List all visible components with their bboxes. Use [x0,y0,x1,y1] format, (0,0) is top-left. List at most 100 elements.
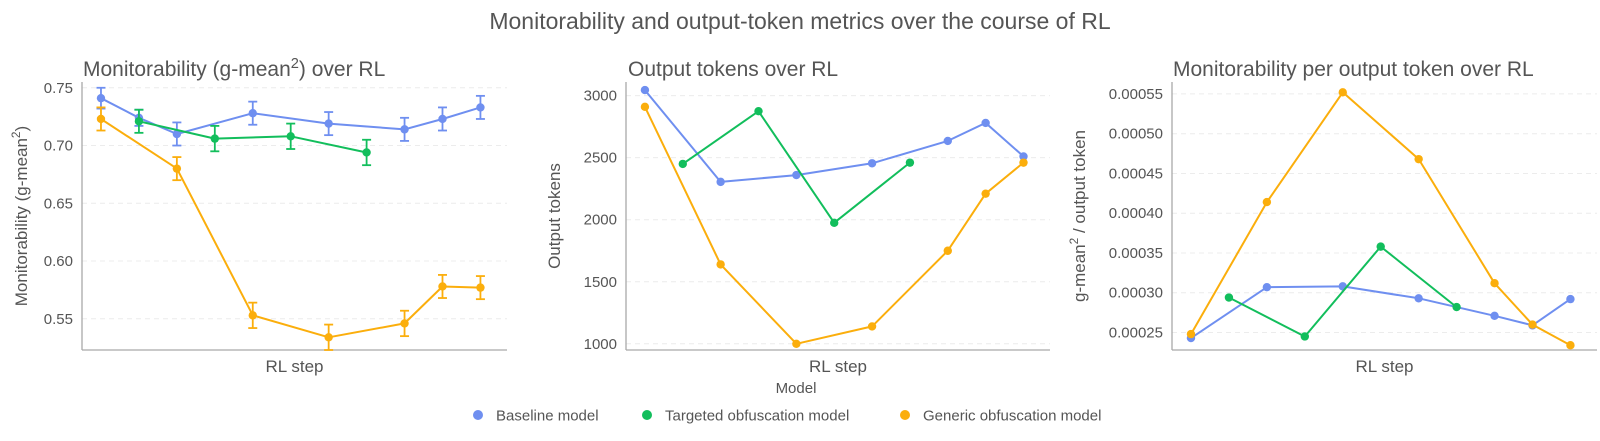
chart-panel-1: 0.55 0.60 0.65 0.70 0.75 Monitorability (g-me… [9,56,507,376]
y-tick-label: 0.00035 [1109,245,1163,262]
data-point-baseline [792,170,801,180]
data-point-targeted [1376,242,1385,251]
legend-marker-generic [900,410,910,420]
y-tick-label: 0.00050 [1109,126,1163,143]
data-point-baseline [1566,294,1575,304]
data-point-generic [792,339,801,348]
legend-title: Model [776,380,817,397]
series-line-baseline [100,97,481,135]
y-tick-label: 3000 [584,88,617,105]
legend-entry-baseline: Baseline model [473,408,599,425]
data-point-baseline [943,136,952,146]
data-point-targeted [754,106,763,116]
data-point-generic [400,319,409,328]
data-point-baseline [1019,152,1028,161]
y-tick-label: 0.00055 [1109,86,1163,103]
data-point-generic [1338,88,1347,97]
legend-entry-generic: Generic obfuscation model [900,408,1101,425]
data-point-targeted [1224,293,1234,302]
data-point-targeted [134,117,144,126]
series-line-baseline [1190,285,1571,339]
data-point-generic [943,246,952,255]
x-axis-label: RL step [266,357,324,376]
series-generic [640,102,1028,348]
y-tick-label: 0.00030 [1109,285,1163,302]
y-tick-label: 0.65 [44,195,73,212]
chart-title: Output tokens over RL [628,58,838,81]
series-line-generic [100,118,481,339]
data-point-baseline [1262,282,1272,292]
data-point-baseline [96,93,106,103]
data-point-baseline [1414,294,1423,303]
data-point-baseline [640,85,650,95]
data-point-generic [172,164,182,173]
data-point-generic [438,282,447,291]
data-point-generic [1414,154,1423,164]
y-tick-label: 0.75 [44,80,73,97]
data-point-generic [324,333,333,342]
y-tick-label: 0.60 [44,253,73,270]
legend-label-generic: Generic obfuscation model [923,408,1101,425]
data-point-generic [248,311,257,320]
y-tick-label: 2500 [584,150,617,167]
series-targeted [1224,242,1461,341]
data-point-targeted [905,158,915,167]
data-point-baseline [438,114,447,124]
data-point-generic [1490,278,1499,288]
data-point-targeted [286,132,295,141]
data-point-generic [1566,341,1575,350]
series-generic [96,106,485,351]
y-tick-label: 1000 [584,336,617,353]
data-point-targeted [210,134,220,143]
data-point-baseline [324,119,333,128]
series-baseline [1186,282,1575,343]
data-point-generic [1528,320,1537,329]
series-line-baseline [644,89,1025,183]
data-point-targeted [830,218,839,228]
data-point-targeted [1452,302,1461,312]
y-tick-label: 0.70 [44,138,73,155]
data-point-targeted [1300,332,1310,341]
y-tick-label: 0.00040 [1109,205,1163,222]
data-point-generic [640,102,650,112]
data-point-baseline [248,108,257,118]
y-tick-label: 1500 [584,274,617,291]
y-axis-label: Monitorability (g-mean2) [9,126,31,306]
y-axis-label: Output tokens [545,163,564,269]
data-point-generic [96,114,106,124]
data-point-targeted [362,148,371,157]
series-line-targeted [682,110,911,224]
legend-marker-baseline [473,410,483,420]
y-tick-label: 2000 [584,212,617,229]
data-point-generic [1262,197,1272,207]
data-point-generic [716,260,725,269]
y-tick-label: 0.55 [44,311,73,328]
data-point-baseline [867,159,877,168]
y-tick-label: 0.00025 [1109,325,1163,342]
data-point-generic [981,189,990,198]
data-point-generic [1186,329,1196,339]
chart-title: Monitorability per output token over RL [1173,58,1534,81]
chart-panel-3: 0.00025 0.00030 0.00035 0.00040 0.00045 0.000… [1067,58,1597,376]
x-axis-label: RL step [809,357,867,376]
x-axis-label: RL step [1356,357,1414,376]
series-line-targeted [1228,245,1458,338]
legend-label-baseline: Baseline model [496,408,599,425]
y-axis-label: g-mean2 / output token [1067,130,1089,302]
chart-panel-2: 1000 1500 2000 2500 3000 Output tokens over R… [545,58,1050,376]
series-targeted [134,108,372,167]
legend-entry-targeted: Targeted obfuscation model [642,408,849,425]
y-tick-label: 0.00045 [1109,165,1163,182]
figure-suptitle: Monitorability and output-token metrics … [489,8,1111,34]
legend: Model Baseline model Targeted obfuscatio… [473,380,1101,425]
data-point-generic [1019,158,1028,167]
data-point-baseline [981,118,990,128]
data-point-baseline [716,177,725,187]
series-baseline [640,85,1028,187]
data-point-baseline [172,129,182,139]
legend-marker-targeted [642,410,652,420]
data-point-baseline [400,125,409,134]
legend-label-targeted: Targeted obfuscation model [665,408,849,425]
data-point-generic [867,322,877,331]
